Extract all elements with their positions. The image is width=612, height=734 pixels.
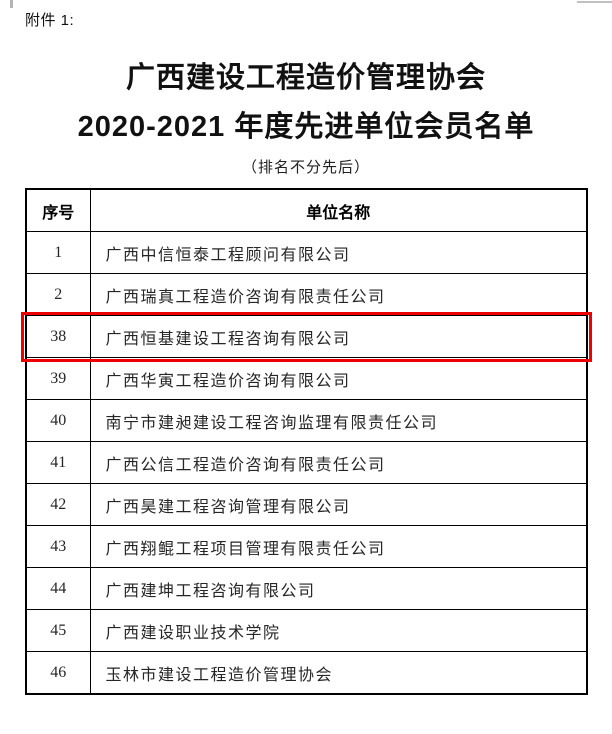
document-subtitle: （排名不分先后） xyxy=(241,160,370,176)
unit-name-cell: 广西公信工程造价咨询有限责任公司 xyxy=(89,441,588,484)
document-title-line2: 2020-2021 年度先进单位会员名单 xyxy=(77,111,535,143)
serial-cell: 1 xyxy=(25,231,91,274)
serial-cell: 43 xyxy=(25,525,91,568)
document-title-line1: 广西建设工程造价管理协会 xyxy=(125,62,486,94)
member-table-body: 1 广西中信恒泰工程顾问有限公司 2 广西瑞真工程造价咨询有限责任公司 38 广西恒基建设… xyxy=(25,231,588,695)
unit-name-cell: 广西翔鲲工程项目管理有限责任公司 xyxy=(89,525,588,568)
serial-cell: 42 xyxy=(25,483,91,526)
unit-name-cell: 广西建坤工程咨询有限公司 xyxy=(89,567,588,610)
column-header-unit-name: 单位名称 xyxy=(89,188,588,232)
table-row: 38 广西恒基建设工程咨询有限公司 xyxy=(25,315,588,358)
column-header-serial: 序号 xyxy=(25,188,91,232)
table-row: 40 南宁市建昶建设工程咨询监理有限责任公司 xyxy=(25,399,588,442)
table-row: 46 玉林市建设工程造价管理协会 xyxy=(25,651,588,695)
unit-name-cell: 广西建设职业技术学院 xyxy=(89,609,588,652)
unit-name-cell: 南宁市建昶建设工程咨询监理有限责任公司 xyxy=(89,399,588,442)
screen-edge-artifact-left xyxy=(10,0,13,8)
serial-cell: 40 xyxy=(25,399,91,442)
serial-cell: 38 xyxy=(25,315,91,358)
unit-name-cell: 广西瑞真工程造价咨询有限责任公司 xyxy=(89,273,588,316)
serial-cell: 46 xyxy=(25,651,91,695)
table-row: 1 广西中信恒泰工程顾问有限公司 xyxy=(25,231,588,274)
table-row: 45 广西建设职业技术学院 xyxy=(25,609,588,652)
serial-cell: 2 xyxy=(25,273,91,316)
unit-name-cell: 玉林市建设工程造价管理协会 xyxy=(89,651,588,695)
unit-name-cell: 广西华寅工程造价咨询有限公司 xyxy=(89,357,588,400)
table-row: 39 广西华寅工程造价咨询有限公司 xyxy=(25,357,588,400)
unit-name-cell: 广西昊建工程咨询管理有限公司 xyxy=(89,483,588,526)
unit-name-cell: 广西恒基建设工程咨询有限公司 xyxy=(89,315,588,358)
table-row: 42 广西昊建工程咨询管理有限公司 xyxy=(25,483,588,526)
table-row: 44 广西建坤工程咨询有限公司 xyxy=(25,567,588,610)
table-header-row: 序号 单位名称 xyxy=(25,188,588,232)
screen-edge-artifact-right xyxy=(577,1,612,3)
member-table: 序号 单位名称 1 广西中信恒泰工程顾问有限公司 2 广西瑞真工程造价咨询有限责任公司… xyxy=(25,188,588,695)
serial-cell: 44 xyxy=(25,567,91,610)
member-table-container: 序号 单位名称 1 广西中信恒泰工程顾问有限公司 2 广西瑞真工程造价咨询有限责任公司… xyxy=(21,188,592,695)
serial-cell: 45 xyxy=(25,609,91,652)
unit-name-cell: 广西中信恒泰工程顾问有限公司 xyxy=(89,231,588,274)
table-row: 43 广西翔鲲工程项目管理有限责任公司 xyxy=(25,525,588,568)
serial-cell: 39 xyxy=(25,357,91,400)
table-row: 2 广西瑞真工程造价咨询有限责任公司 xyxy=(25,273,588,316)
serial-cell: 41 xyxy=(25,441,91,484)
attachment-label: 附件 1: xyxy=(25,12,75,29)
table-row: 41 广西公信工程造价咨询有限责任公司 xyxy=(25,441,588,484)
